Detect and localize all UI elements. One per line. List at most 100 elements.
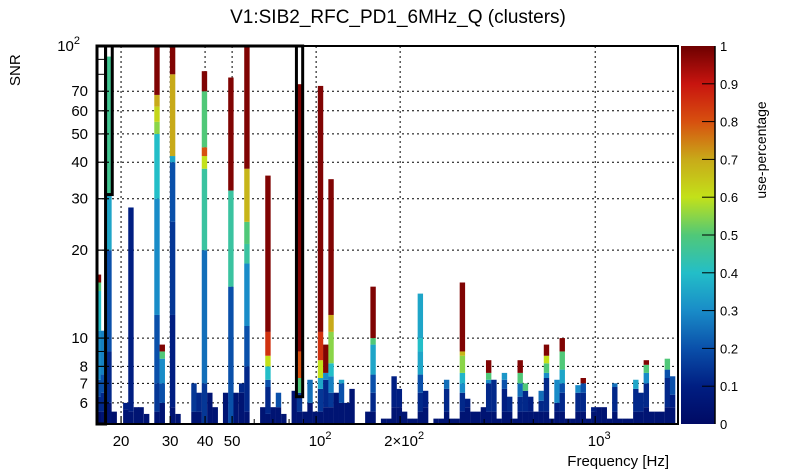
cluster-bin [480, 407, 487, 424]
y-tick-label: 30 [71, 191, 88, 208]
cluster-bin [169, 314, 176, 408]
colorbar-ticks: 0 0.1 0.2 0.3 0.4 0.5 0.6 0.7 0.8 0.9 1 [702, 39, 738, 432]
cluster-bin [485, 360, 492, 373]
x-tick-label: 30 [162, 433, 179, 450]
cluster-bin [417, 374, 424, 393]
cluster-bin [459, 372, 466, 384]
y-tick-label: 20 [71, 242, 88, 259]
cluster-bin [106, 250, 112, 352]
cluster-bin [664, 407, 671, 424]
colorbar-tick-label: 0.7 [720, 152, 738, 167]
highlight-boxes [95, 44, 305, 426]
cluster-bin [296, 378, 303, 393]
cluster-bin [328, 407, 334, 424]
cluster-bin [506, 396, 513, 412]
x-tick-label: 102 [309, 430, 332, 450]
cluster-bin [154, 94, 160, 107]
cluster-bin [485, 372, 492, 380]
cluster-bin [517, 360, 523, 373]
cluster-bin [464, 407, 471, 424]
cluster-bin [585, 418, 592, 424]
cluster-bin [627, 418, 634, 424]
cluster-bin [154, 411, 160, 424]
cluster-bin [580, 411, 586, 424]
cluster-bin [370, 392, 376, 412]
cluster-bin [323, 407, 329, 424]
cluster-bin [659, 411, 665, 424]
cluster-bin [244, 168, 250, 222]
cluster-bin [669, 407, 676, 424]
cluster-bin [643, 383, 650, 408]
cluster-bin [580, 383, 586, 393]
cluster-bin [454, 418, 460, 424]
cluster-bin [328, 331, 334, 364]
cluster-bin [154, 106, 160, 122]
cluster-bin [138, 407, 144, 424]
cluster-bin [543, 363, 550, 373]
cluster-bin [543, 378, 550, 412]
cluster-bin [265, 413, 271, 424]
cluster-bin [233, 392, 239, 424]
cluster-bin [244, 263, 250, 326]
y-tick-label: 7 [80, 375, 88, 392]
cluster-bin [643, 407, 650, 424]
cluster-bin [228, 286, 234, 424]
cluster-bin [559, 383, 565, 393]
cluster-bin [449, 418, 455, 424]
cluster-bin [296, 411, 303, 424]
cluster-bin [380, 418, 387, 424]
cluster-bin [169, 156, 176, 163]
cluster-bin [370, 286, 376, 339]
cluster-bin [638, 392, 644, 412]
cluster-bin [485, 379, 492, 384]
y-tick-label: 6 [80, 395, 88, 412]
cluster-bin [154, 383, 160, 412]
cluster-bin [212, 407, 218, 424]
y-tick-label: 10 [71, 330, 88, 347]
cluster-bin [654, 411, 660, 424]
cluster-bin [169, 162, 176, 222]
cluster-bin [643, 364, 650, 373]
cluster-bin [244, 46, 250, 169]
cluster-bin [244, 366, 250, 412]
cluster-bin [564, 418, 571, 424]
cluster-bin [159, 344, 165, 352]
cluster-bin [538, 400, 544, 412]
cluster-bin [396, 407, 403, 424]
cluster-bin [169, 46, 176, 75]
cluster-bin [559, 369, 565, 384]
cluster-bin [391, 407, 397, 424]
cluster-bin [191, 411, 197, 424]
cluster-bin [159, 383, 165, 403]
cluster-bin [275, 392, 282, 408]
cluster-bin [349, 388, 355, 424]
cluster-bin [159, 402, 165, 424]
cluster-bin [617, 418, 623, 424]
cluster-bin [485, 383, 492, 412]
cluster-bin [575, 392, 581, 412]
cluster-bin [612, 387, 618, 412]
cluster-bin [470, 411, 476, 424]
cluster-bin [512, 418, 518, 424]
colorbar-tick-label: 0.4 [720, 266, 738, 281]
cluster-bin [312, 411, 318, 424]
cluster-bin [485, 411, 492, 424]
cluster-bin [459, 392, 466, 412]
cluster-bin [365, 411, 371, 424]
y-axis-label: SNR [7, 54, 24, 86]
cluster-bin [302, 411, 308, 424]
cluster-bin [106, 194, 112, 251]
cluster-bin [169, 221, 176, 315]
cluster-bin [260, 407, 266, 424]
cluster-bin [412, 418, 418, 424]
x-tick-label: 20 [113, 433, 130, 450]
cluster-bin [438, 418, 445, 424]
cluster-bin [396, 388, 403, 408]
cluster-bin [664, 358, 671, 370]
cluster-bin [106, 351, 112, 403]
cluster-bin [491, 411, 497, 424]
y-tick-label: 60 [71, 103, 88, 120]
y-tick-label: 102 [57, 35, 80, 55]
cluster-bin [228, 190, 234, 287]
cluster-bin [464, 398, 471, 408]
